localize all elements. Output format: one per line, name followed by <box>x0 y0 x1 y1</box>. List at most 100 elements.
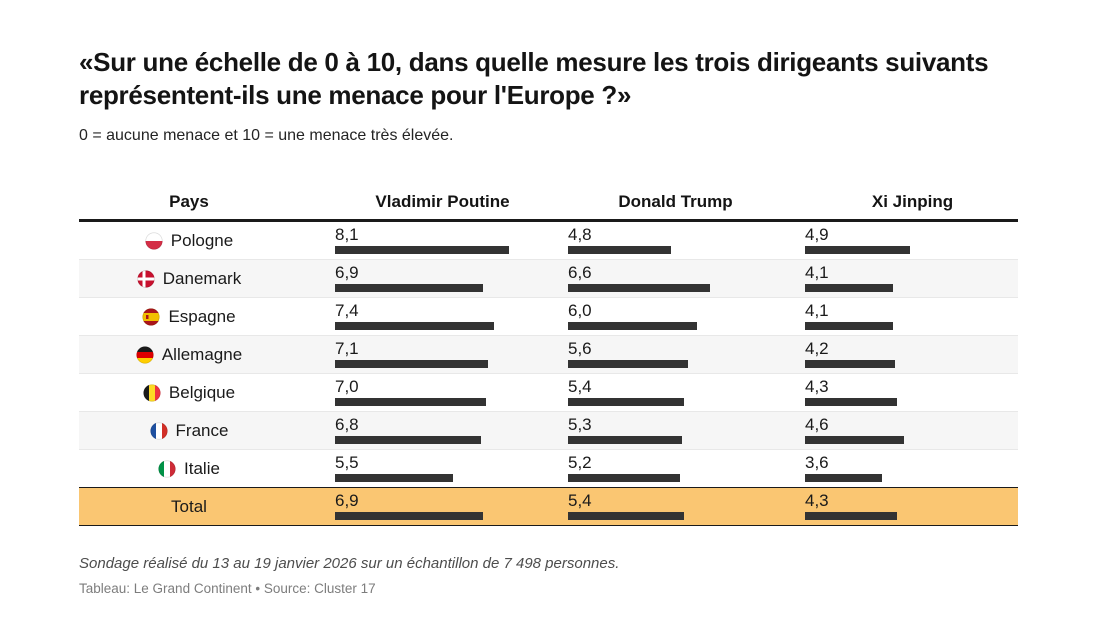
value-label: 4,3 <box>805 491 829 510</box>
survey-methodology-note: Sondage réalisé du 13 au 19 janvier 2026… <box>79 555 620 572</box>
table-header-row: Pays Vladimir Poutine Donald Trump Xi Ji… <box>79 185 1018 222</box>
value-label: 4,3 <box>805 377 829 396</box>
value-bar <box>805 436 904 444</box>
value-cell: 4,1 <box>805 260 1018 297</box>
country-cell: Total <box>79 488 335 525</box>
value-cell: 4,8 <box>568 222 805 259</box>
value-bar <box>335 246 509 254</box>
value-cell: 6,6 <box>568 260 805 297</box>
value-cell: 4,3 <box>805 488 1018 525</box>
value-label: 7,4 <box>335 301 359 320</box>
value-cell: 7,4 <box>335 298 568 335</box>
country-label: Italie <box>184 458 220 478</box>
table-body: Pologne 8,1 4,8 4,9 Danemark 6,9 6,6 4,1 Espagne… <box>79 222 1018 526</box>
value-cell: 5,6 <box>568 336 805 373</box>
value-bar <box>805 322 893 330</box>
survey-table: Pays Vladimir Poutine Donald Trump Xi Ji… <box>79 185 1018 526</box>
value-label: 8,1 <box>335 225 359 244</box>
value-bar <box>568 284 710 292</box>
germany-flag-icon <box>136 345 154 364</box>
value-bar <box>568 436 682 444</box>
value-cell: 7,0 <box>335 374 568 411</box>
country-label: Belgique <box>168 382 236 402</box>
france-flag-icon <box>149 421 168 440</box>
value-cell: 5,4 <box>568 488 805 525</box>
value-bar <box>805 512 897 520</box>
value-cell: 7,1 <box>335 336 568 373</box>
country-label: Espagne <box>168 306 236 326</box>
value-bar <box>335 284 483 292</box>
value-cell: 4,1 <box>805 298 1018 335</box>
value-cell: 5,3 <box>568 412 805 449</box>
country-cell: Danemark <box>79 260 335 297</box>
column-header-poutine: Vladimir Poutine <box>375 192 510 211</box>
value-bar <box>568 512 684 520</box>
value-bar <box>335 436 481 444</box>
value-label: 6,9 <box>335 263 359 282</box>
table-row: Pologne 8,1 4,8 4,9 <box>79 222 1018 259</box>
country-cell: Italie <box>79 450 335 487</box>
credit-line: Tableau: Le Grand Continent • Source: Cl… <box>79 581 376 596</box>
belgium-flag-icon <box>143 383 161 402</box>
value-bar <box>805 360 895 368</box>
value-label: 4,6 <box>805 415 829 434</box>
value-cell: 6,8 <box>335 412 568 449</box>
value-cell: 5,5 <box>335 450 568 487</box>
country-label: Danemark <box>162 268 242 288</box>
value-bar <box>568 360 688 368</box>
table-row: Espagne 7,4 6,0 4,1 <box>79 297 1018 335</box>
country-label: Total <box>171 496 207 516</box>
value-bar <box>335 360 488 368</box>
value-label: 5,6 <box>568 339 592 358</box>
table-row: Italie 5,5 5,2 3,6 <box>79 449 1018 487</box>
value-bar <box>805 398 897 406</box>
column-header-xi: Xi Jinping <box>871 192 954 211</box>
value-label: 4,8 <box>568 225 592 244</box>
page-title: «Sur une échelle de 0 à 10, dans quelle … <box>79 47 989 110</box>
value-label: 4,1 <box>805 301 829 320</box>
value-label: 4,1 <box>805 263 829 282</box>
country-cell: Espagne <box>79 298 335 335</box>
value-bar <box>568 474 680 482</box>
country-label: Pologne <box>170 230 234 250</box>
value-label: 7,1 <box>335 339 359 358</box>
country-cell: Allemagne <box>79 336 335 373</box>
value-bar <box>568 322 697 330</box>
table-row: Allemagne 7,1 5,6 4,2 <box>79 335 1018 373</box>
column-header-pays: Pays <box>169 192 209 211</box>
value-bar <box>335 512 483 520</box>
value-bar <box>335 322 494 330</box>
value-label: 6,0 <box>568 301 592 320</box>
value-bar <box>568 246 671 254</box>
country-label: Allemagne <box>161 344 243 364</box>
country-cell: Pologne <box>79 222 335 259</box>
value-label: 6,9 <box>335 491 359 510</box>
value-label: 5,5 <box>335 453 359 472</box>
value-cell: 4,6 <box>805 412 1018 449</box>
value-cell: 5,2 <box>568 450 805 487</box>
value-cell: 5,4 <box>568 374 805 411</box>
column-header-trump: Donald Trump <box>618 192 733 211</box>
value-label: 7,0 <box>335 377 359 396</box>
spain-flag-icon <box>142 307 161 326</box>
country-cell: Belgique <box>79 374 335 411</box>
country-cell: France <box>79 412 335 449</box>
value-bar <box>568 398 684 406</box>
value-bar <box>805 246 910 254</box>
table-row: Belgique 7,0 5,4 4,3 <box>79 373 1018 411</box>
value-bar <box>805 474 882 482</box>
value-bar <box>335 474 453 482</box>
value-cell: 3,6 <box>805 450 1018 487</box>
survey-chart-page: «Sur une échelle de 0 à 10, dans quelle … <box>79 47 1018 596</box>
value-cell: 6,9 <box>335 488 568 525</box>
value-cell: 8,1 <box>335 222 568 259</box>
value-cell: 4,2 <box>805 336 1018 373</box>
country-label: France <box>175 420 229 440</box>
value-label: 6,6 <box>568 263 592 282</box>
value-cell: 6,9 <box>335 260 568 297</box>
value-cell: 4,3 <box>805 374 1018 411</box>
value-label: 4,9 <box>805 225 829 244</box>
subtitle: 0 = aucune menace et 10 = une menace trè… <box>79 127 454 144</box>
table-row: Danemark 6,9 6,6 4,1 <box>79 259 1018 297</box>
value-cell: 4,9 <box>805 222 1018 259</box>
